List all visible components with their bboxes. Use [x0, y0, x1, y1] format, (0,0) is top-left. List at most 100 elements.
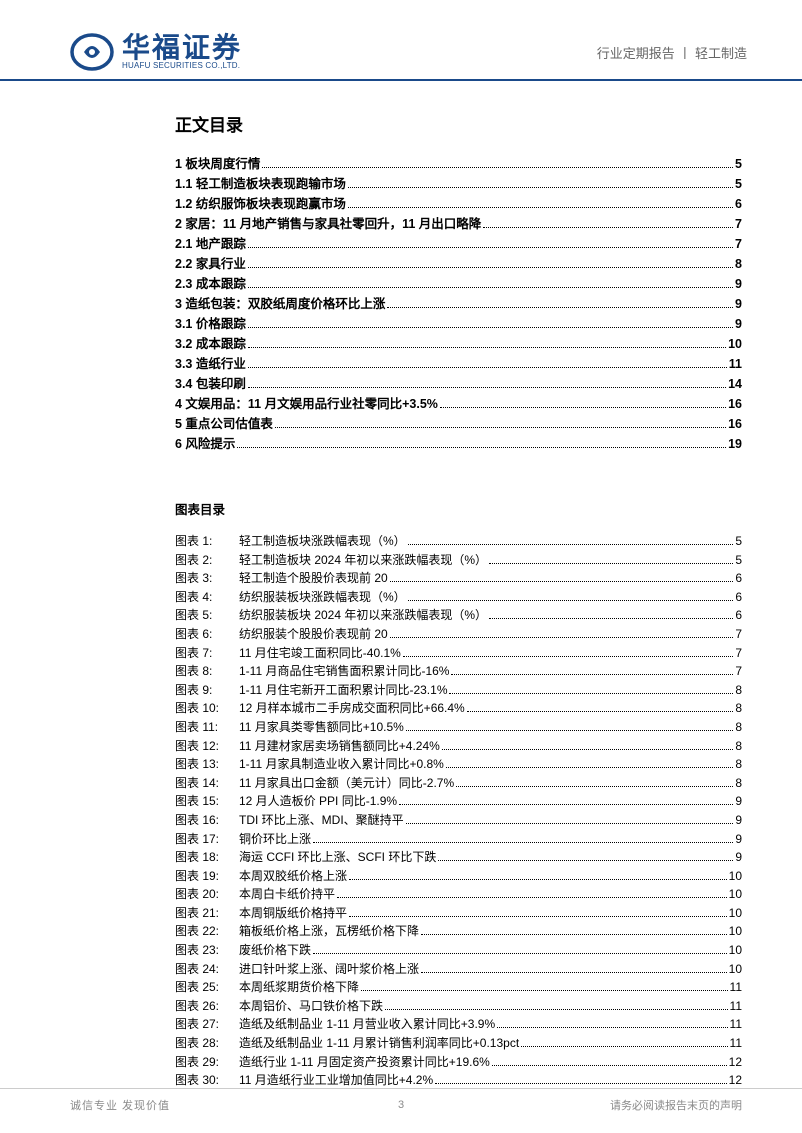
- figure-row: 图表 15:12 月人造板价 PPI 同比-1.9%9: [175, 792, 742, 811]
- figure-label: 纺织服装个股股价表现前 20: [239, 625, 388, 644]
- figure-label: 轻工制造个股股价表现前 20: [239, 569, 388, 588]
- figure-dots: [446, 767, 733, 768]
- figure-label: 11 月住宅竣工面积同比-40.1%: [239, 644, 401, 663]
- figure-row: 图表 27:造纸及纸制品业 1-11 月营业收入累计同比+3.9%11: [175, 1015, 742, 1034]
- toc-label: 2.2 家具行业: [175, 254, 246, 274]
- figure-page: 9: [735, 848, 742, 867]
- figure-dots: [442, 749, 733, 750]
- toc-dots: [483, 227, 733, 228]
- figure-row: 图表 18: 海运 CCFI 环比上涨、SCFI 环比下跌 9: [175, 848, 742, 867]
- toc-dots: [440, 407, 726, 408]
- figure-label: 海运 CCFI 环比上涨、SCFI 环比下跌: [239, 848, 436, 867]
- toc-list: 1 板块周度行情51.1 轻工制造板块表现跑输市场51.2 纺织服饰板块表现跑赢…: [175, 154, 742, 454]
- toc-page: 14: [728, 374, 742, 394]
- toc-dots: [262, 167, 733, 168]
- figure-dots: [421, 972, 727, 973]
- toc-page: 7: [735, 214, 742, 234]
- figure-label: 箱板纸价格上涨，瓦楞纸价格下降: [239, 922, 419, 941]
- toc-dots: [248, 347, 726, 348]
- toc-row: 3.1 价格跟踪9: [175, 314, 742, 334]
- toc-row: 1.1 轻工制造板块表现跑输市场5: [175, 174, 742, 194]
- figure-row: 图表 14:11 月家具出口金额（美元计）同比-2.7%8: [175, 774, 742, 793]
- figure-row: 图表 8:1-11 月商品住宅销售面积累计同比-16%7: [175, 662, 742, 681]
- figure-dots: [390, 637, 734, 638]
- figure-row: 图表 17:铜价环比上涨9: [175, 830, 742, 849]
- toc-label: 1.1 轻工制造板块表现跑输市场: [175, 174, 346, 194]
- figure-dots: [349, 879, 727, 880]
- figure-dots: [408, 600, 734, 601]
- toc-page: 7: [735, 234, 742, 254]
- figure-page: 11: [730, 1034, 742, 1053]
- figure-page: 9: [735, 792, 742, 811]
- figure-dots: [408, 544, 734, 545]
- figure-page: 9: [735, 830, 742, 849]
- page-footer: 诚信专业 发现价值 3 请务必阅读报告末页的声明: [0, 1088, 802, 1113]
- figure-row: 图表 20:本周白卡纸价持平10: [175, 885, 742, 904]
- figure-label: 1-11 月商品住宅销售面积累计同比-16%: [239, 662, 449, 681]
- figure-dots: [403, 656, 733, 657]
- figure-row: 图表 23:废纸价格下跌10: [175, 941, 742, 960]
- toc-page: 9: [735, 274, 742, 294]
- toc-label: 3.4 包装印刷: [175, 374, 246, 394]
- toc-label: 3.1 价格跟踪: [175, 314, 246, 334]
- toc-row: 1 板块周度行情 5: [175, 154, 742, 174]
- figure-prefix: 图表 18:: [175, 848, 227, 867]
- figure-label: 1-11 月住宅新开工面积累计同比-23.1%: [239, 681, 447, 700]
- figure-page: 5: [735, 532, 742, 551]
- footer-left: 诚信专业 发现价值: [70, 1097, 170, 1113]
- toc-dots: [248, 327, 733, 328]
- figure-row: 图表 11:11 月家具类零售额同比+10.5%8: [175, 718, 742, 737]
- figure-prefix: 图表 28:: [175, 1034, 227, 1053]
- figure-dots: [399, 804, 733, 805]
- figure-row: 图表 24:进口针叶浆上涨、阔叶浆价格上涨10: [175, 960, 742, 979]
- figure-page: 10: [729, 885, 742, 904]
- figure-page: 8: [735, 681, 742, 700]
- toc-label: 1 板块周度行情: [175, 154, 260, 174]
- figure-prefix: 图表 1:: [175, 532, 227, 551]
- figure-page: 10: [729, 960, 742, 979]
- figure-page: 7: [735, 625, 742, 644]
- figure-row: 图表 16:TDI 环比上涨、MDI、聚醚持平9: [175, 811, 742, 830]
- figure-label: 11 月家具出口金额（美元计）同比-2.7%: [239, 774, 454, 793]
- figure-page: 11: [730, 1015, 742, 1034]
- figure-dots: [492, 1065, 727, 1066]
- figure-prefix: 图表 26:: [175, 997, 227, 1016]
- figure-page: 9: [735, 811, 742, 830]
- toc-row: 3.3 造纸行业11: [175, 354, 742, 374]
- figure-prefix: 图表 21:: [175, 904, 227, 923]
- figure-label: 轻工制造板块涨跌幅表现（%）: [239, 532, 406, 551]
- figure-prefix: 图表 10:: [175, 699, 227, 718]
- figure-label: 11 月家具类零售额同比+10.5%: [239, 718, 404, 737]
- figure-prefix: 图表 16:: [175, 811, 227, 830]
- logo-sub-text: HUAFU SECURITIES CO.,LTD.: [122, 62, 242, 70]
- figure-page: 12: [729, 1053, 742, 1072]
- logo-block: 华福证券 HUAFU SECURITIES CO.,LTD.: [70, 30, 242, 74]
- figure-dots: [385, 1009, 728, 1010]
- figure-page: 11: [730, 997, 742, 1016]
- toc-page: 5: [735, 154, 742, 174]
- figure-row: 图表 13:1-11 月家具制造业收入累计同比+0.8%8: [175, 755, 742, 774]
- figure-dots: [406, 730, 733, 731]
- figure-prefix: 图表 12:: [175, 737, 227, 756]
- figure-page: 11: [730, 978, 742, 997]
- toc-label: 2.1 地产跟踪: [175, 234, 246, 254]
- figure-prefix: 图表 7:: [175, 644, 227, 663]
- figure-page: 8: [735, 737, 742, 756]
- figure-dots: [390, 581, 734, 582]
- figure-row: 图表 26:本周铝价、马口铁价格下跌11: [175, 997, 742, 1016]
- page-header: 华福证券 HUAFU SECURITIES CO.,LTD. 行业定期报告 丨 …: [0, 0, 802, 81]
- figure-dots: [456, 786, 733, 787]
- figure-label: 本周铜版纸价格持平: [239, 904, 347, 923]
- figure-prefix: 图表 13:: [175, 755, 227, 774]
- figure-label: 废纸价格下跌: [239, 941, 311, 960]
- figure-row: 图表 1: 轻工制造板块涨跌幅表现（%） 5: [175, 532, 742, 551]
- figure-label: 本周白卡纸价持平: [239, 885, 335, 904]
- toc-label: 2 家居：11 月地产销售与家具社零回升，11 月出口略降: [175, 214, 481, 234]
- figure-page: 10: [729, 941, 742, 960]
- figure-prefix: 图表 19:: [175, 867, 227, 886]
- toc-page: 16: [728, 414, 742, 434]
- footer-page-number: 3: [398, 1099, 404, 1111]
- toc-page: 9: [735, 294, 742, 314]
- figure-prefix: 图表 6:: [175, 625, 227, 644]
- toc-page: 10: [728, 334, 742, 354]
